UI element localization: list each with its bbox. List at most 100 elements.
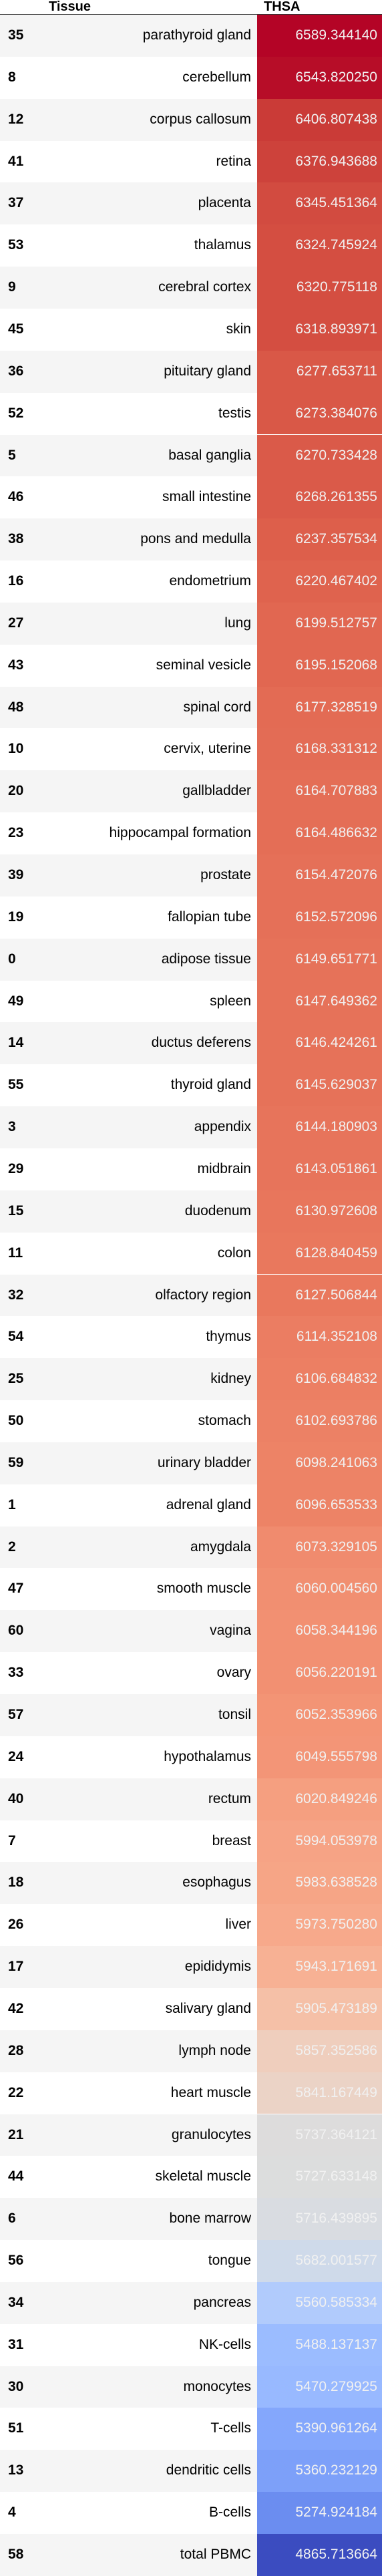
- thsa-value-cell: 6177.328519: [257, 686, 382, 729]
- row-index: 45: [8, 321, 24, 337]
- table-row: 59 urinary bladder 6098.241063: [0, 1442, 382, 1484]
- thsa-value-cell: 5560.585334: [257, 2281, 382, 2324]
- tissue-name: ovary: [216, 1665, 251, 1681]
- thsa-value-cell: 6130.972608: [257, 1190, 382, 1233]
- row-index: 33: [8, 1665, 24, 1681]
- thsa-value-cell: 5390.961264: [257, 2408, 382, 2450]
- tissue-name: amygdala: [190, 1539, 251, 1555]
- thsa-value-cell: 6220.467402: [257, 560, 382, 603]
- table-row: 46 small intestine 6268.261355: [0, 476, 382, 519]
- row-index: 49: [8, 993, 24, 1009]
- tissue-name: lung: [224, 615, 251, 631]
- thsa-value-cell: 5360.232129: [257, 2450, 382, 2492]
- thsa-value-cell: 6106.684832: [257, 1358, 382, 1401]
- table-row: 60 vagina 6058.344196: [0, 1610, 382, 1653]
- row-index: 46: [8, 489, 24, 505]
- row-index: 54: [8, 1329, 24, 1345]
- row-index: 32: [8, 1287, 24, 1303]
- thsa-value-cell: 6195.152068: [257, 644, 382, 687]
- table-row: 26 liver 5973.750280: [0, 1904, 382, 1947]
- tissue-name: breast: [212, 1832, 251, 1848]
- thsa-value-cell: 6145.629037: [257, 1064, 382, 1107]
- tissue-name: spleen: [210, 993, 251, 1009]
- tissue-name: vagina: [210, 1623, 251, 1639]
- row-index: 20: [8, 783, 24, 799]
- tissue-name: urinary bladder: [157, 1454, 251, 1470]
- thsa-value-cell: 6096.653533: [257, 1484, 382, 1526]
- thsa-value-cell: 5994.053978: [257, 1820, 382, 1863]
- tissue-name: skin: [226, 321, 251, 337]
- tissue-name: thymus: [206, 1329, 251, 1345]
- table-row: 0 adipose tissue 6149.651771: [0, 938, 382, 981]
- table-row: 15 duodenum 6130.972608: [0, 1190, 382, 1233]
- row-index: 37: [8, 195, 24, 211]
- tissue-name: cerebral cortex: [158, 279, 251, 295]
- row-index: 55: [8, 1077, 24, 1093]
- row-index: 59: [8, 1454, 24, 1470]
- table-row: 54 thymus 6114.352108: [0, 1316, 382, 1359]
- thsa-value-cell: 6149.651771: [257, 938, 382, 981]
- thsa-value-cell: 5841.167449: [257, 2072, 382, 2114]
- thsa-value-cell: 6058.344196: [257, 1610, 382, 1653]
- row-index: 53: [8, 237, 24, 253]
- table-row: 17 epididymis 5943.171691: [0, 1946, 382, 1988]
- table-row: 21 granulocytes 5737.364121: [0, 2114, 382, 2156]
- thsa-value-cell: 6318.893971: [257, 308, 382, 351]
- thsa-value-cell: 6114.352108: [257, 1316, 382, 1359]
- tissue-name: smooth muscle: [156, 1581, 251, 1597]
- table-row: 2 amygdala 6073.329105: [0, 1526, 382, 1569]
- thsa-value-cell: 6154.472076: [257, 854, 382, 897]
- table-row: 45 skin 6318.893971: [0, 308, 382, 351]
- tissue-name: epididymis: [184, 1959, 251, 1975]
- row-index: 47: [8, 1581, 24, 1597]
- thsa-value-cell: 5983.638528: [257, 1862, 382, 1905]
- thsa-value-cell: 6144.180903: [257, 1106, 382, 1148]
- tissue-name: kidney: [210, 1371, 251, 1387]
- thsa-value-cell: 6152.572096: [257, 896, 382, 939]
- thsa-value-cell: 6320.775118: [257, 267, 382, 309]
- thsa-value-cell: 5274.924184: [257, 2492, 382, 2534]
- row-index: 35: [8, 27, 24, 43]
- thsa-value-cell: 6052.353966: [257, 1694, 382, 1736]
- thsa-value-cell: 6098.241063: [257, 1442, 382, 1484]
- tissue-name: pituitary gland: [164, 363, 251, 379]
- tissue-name: spinal cord: [183, 699, 251, 715]
- table-row: 31 NK-cells 5488.137137: [0, 2323, 382, 2366]
- tissue-name: adrenal gland: [166, 1496, 251, 1512]
- row-index: 38: [8, 531, 24, 547]
- tissue-name: B-cells: [208, 2505, 251, 2521]
- table-row: 56 tongue 5682.001577: [0, 2240, 382, 2282]
- table-row: 22 heart muscle 5841.167449: [0, 2072, 382, 2114]
- tissue-name: esophagus: [182, 1875, 251, 1891]
- table-row: 16 endometrium 6220.467402: [0, 560, 382, 603]
- table-header: Tissue THSA: [0, 0, 382, 13]
- column-header-tissue: Tissue: [49, 0, 91, 14]
- thsa-value-cell: 6146.424261: [257, 1022, 382, 1065]
- tissue-name: stomach: [198, 1413, 251, 1429]
- table-row: 7 breast 5994.053978: [0, 1820, 382, 1863]
- tissue-name: hypothalamus: [164, 1748, 251, 1764]
- table-row: 6 bone marrow 5716.439895: [0, 2198, 382, 2241]
- table-row: 42 salivary gland 5905.473189: [0, 1987, 382, 2030]
- thsa-value-cell: 6273.384076: [257, 392, 382, 435]
- table-row: 53 thalamus 6324.745924: [0, 224, 382, 267]
- row-index: 29: [8, 1160, 24, 1176]
- table-row: 44 skeletal muscle 5727.633148: [0, 2156, 382, 2199]
- tissue-name: parathyroid gland: [142, 27, 251, 43]
- row-index: 22: [8, 2084, 24, 2100]
- row-index: 27: [8, 615, 24, 631]
- row-index: 4: [8, 2505, 16, 2521]
- row-index: 18: [8, 1875, 24, 1891]
- tissue-name: lymph node: [178, 2042, 251, 2058]
- tissue-name: placenta: [198, 195, 251, 211]
- tissue-name: retina: [216, 153, 251, 169]
- tissue-name: corpus callosum: [150, 111, 251, 127]
- table-row: 34 pancreas 5560.585334: [0, 2281, 382, 2324]
- row-index: 57: [8, 1707, 24, 1722]
- thsa-value-cell: 6199.512757: [257, 602, 382, 645]
- table-row: 29 midbrain 6143.051861: [0, 1148, 382, 1190]
- thsa-value-cell: 6127.506844: [257, 1274, 382, 1317]
- thsa-value-cell: 6128.840459: [257, 1232, 382, 1275]
- row-index: 2: [8, 1539, 16, 1555]
- tissue-name: granulocytes: [171, 2126, 251, 2142]
